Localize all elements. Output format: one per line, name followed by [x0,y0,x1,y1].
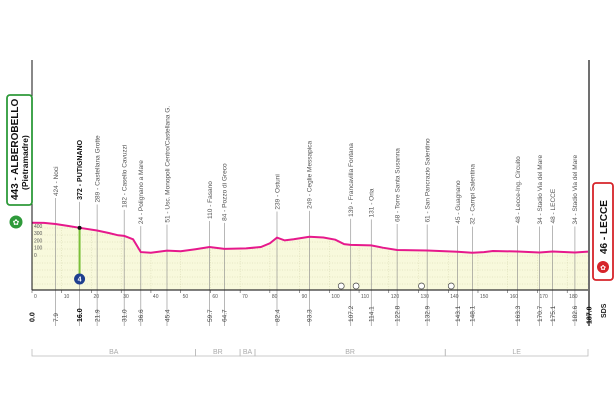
x-tick-label: 90 [302,294,308,300]
sprint-marker-icon [337,282,345,290]
profile-mask [32,0,588,253]
waypoint-label: 131 - Oria [369,188,376,217]
km-label: 36.6 [138,309,145,322]
km-label: 107.2 [348,305,355,322]
x-tick-label: 50 [183,294,189,300]
province-label: BA [109,349,119,356]
x-tick-label: 70 [242,294,248,300]
km-label: 82.4 [274,309,281,322]
x-tick-label: 20 [93,294,99,300]
gpm-category: 4 [78,277,82,284]
province-bracket [444,349,589,357]
y-tick-label: 100 [34,246,43,252]
waypoint-label: 139 - Francavilla Fontana [348,143,355,217]
profile-area [32,222,588,290]
finish-bike-icon [597,261,609,273]
province-label: BR [213,349,223,356]
start-sign [6,94,33,206]
waypoint-label: 45 - Guagnano [455,180,462,224]
x-tick-label: 10 [64,294,70,300]
gpm-icon [74,273,86,285]
waypoint-label: 48 - LECCE [550,188,557,223]
x-tick-label: 120 [391,294,400,300]
finish-km: 187.0 [587,306,594,324]
waypoint-label: 24 - Polignano a Mare [138,160,145,224]
x-tick-label: 140 [450,294,459,300]
km-label: 31.0 [121,309,128,322]
km-label: 175.1 [550,305,557,322]
finish-sign [592,182,614,281]
waypoint-label: 61 - San Pancrazio Salentino [424,138,431,223]
start-label: 443 - ALBEROBELLO [10,98,21,200]
x-tick-label: 170 [539,294,548,300]
km-label: 45.4 [164,309,171,322]
km-label: 16.0 [77,308,84,322]
start-bike-icon [8,214,24,230]
province-label: LE [512,349,521,356]
x-tick-label: 130 [421,294,430,300]
gpm-point [77,225,82,230]
y-tick-label: 200 [34,238,43,244]
x-tick-label: 180 [569,294,578,300]
km-label: 59.7 [207,309,214,322]
km-label: 7.9 [53,313,60,322]
km-label: 143.1 [455,305,462,322]
x-tick-label: 60 [212,294,218,300]
waypoint-label: 84 - Pozzo di Greco [222,163,229,221]
waypoint-label: 34 - Stadio Via del Mare [537,155,544,225]
sprint-marker-icon [447,282,455,290]
sprint-marker-icon [418,282,425,290]
y-tick-label: 400 [34,224,43,230]
x-tick-label: 100 [331,294,340,300]
waypoint-label: 424 - Noci [53,166,60,196]
waypoint-label: 249 - Ceglie Messapica [307,141,314,209]
x-tick-label: 110 [361,294,369,300]
y-tick-label: 300 [34,231,43,237]
bike-glyph: ✿ [600,265,606,272]
start-sublabel: (Pietramadre) [20,135,30,190]
waypoint-label: 289 - Castellana Grotte [94,135,101,203]
y-tick-label: 0 [34,253,37,259]
km-label: 122.8 [394,305,401,322]
province-label: BR [345,349,355,356]
waypoint-label: 68 - Torre Santa Susanna [394,148,401,222]
waypoint-label: 34 - Stadio Via del Mare [572,155,579,225]
x-tick-label: 150 [480,294,489,300]
bike-glyph: ✿ [13,218,20,227]
km-label: 182.6 [572,305,579,322]
waypoint-label: 110 - Fasano [207,181,214,219]
sprint-marker-icon [352,282,360,290]
brand-logo: SDS [601,303,608,318]
x-tick-label: 40 [153,294,159,300]
waypoint-label: 51 - Usc. Monopoli Centro/Castellana G. [164,106,171,223]
x-tick-label: 0 [34,294,37,300]
km-label: 132.9 [424,305,431,322]
waypoint-label: 32 - Campi Salentina [470,164,477,225]
x-tick-label: 80 [272,294,278,300]
km-label: 21.9 [94,309,101,322]
x-tick-label: 30 [123,294,129,300]
waypoint-label: 239 - Ostuni [274,174,281,209]
km-label: 64.7 [222,309,229,322]
finish-label: 46 - LECCE [599,200,610,254]
start-km: 0.0 [30,312,37,322]
km-label: 148.1 [470,305,477,322]
km-label: 114.1 [369,306,376,322]
x-tick-label: 160 [510,294,519,300]
km-label: 93.3 [307,309,314,322]
province-label: BA [243,349,253,356]
km-label: 170.7 [537,305,544,322]
profile-line [31,221,589,254]
km-label: 163.3 [515,305,522,322]
waypoint-label: 372 - PUTIGNANO [77,139,84,199]
waypoint-label: 182 - Casello Cavuzzi [121,145,128,208]
waypoint-label: 48 - Lecce-Ing. Circuito [515,156,522,224]
